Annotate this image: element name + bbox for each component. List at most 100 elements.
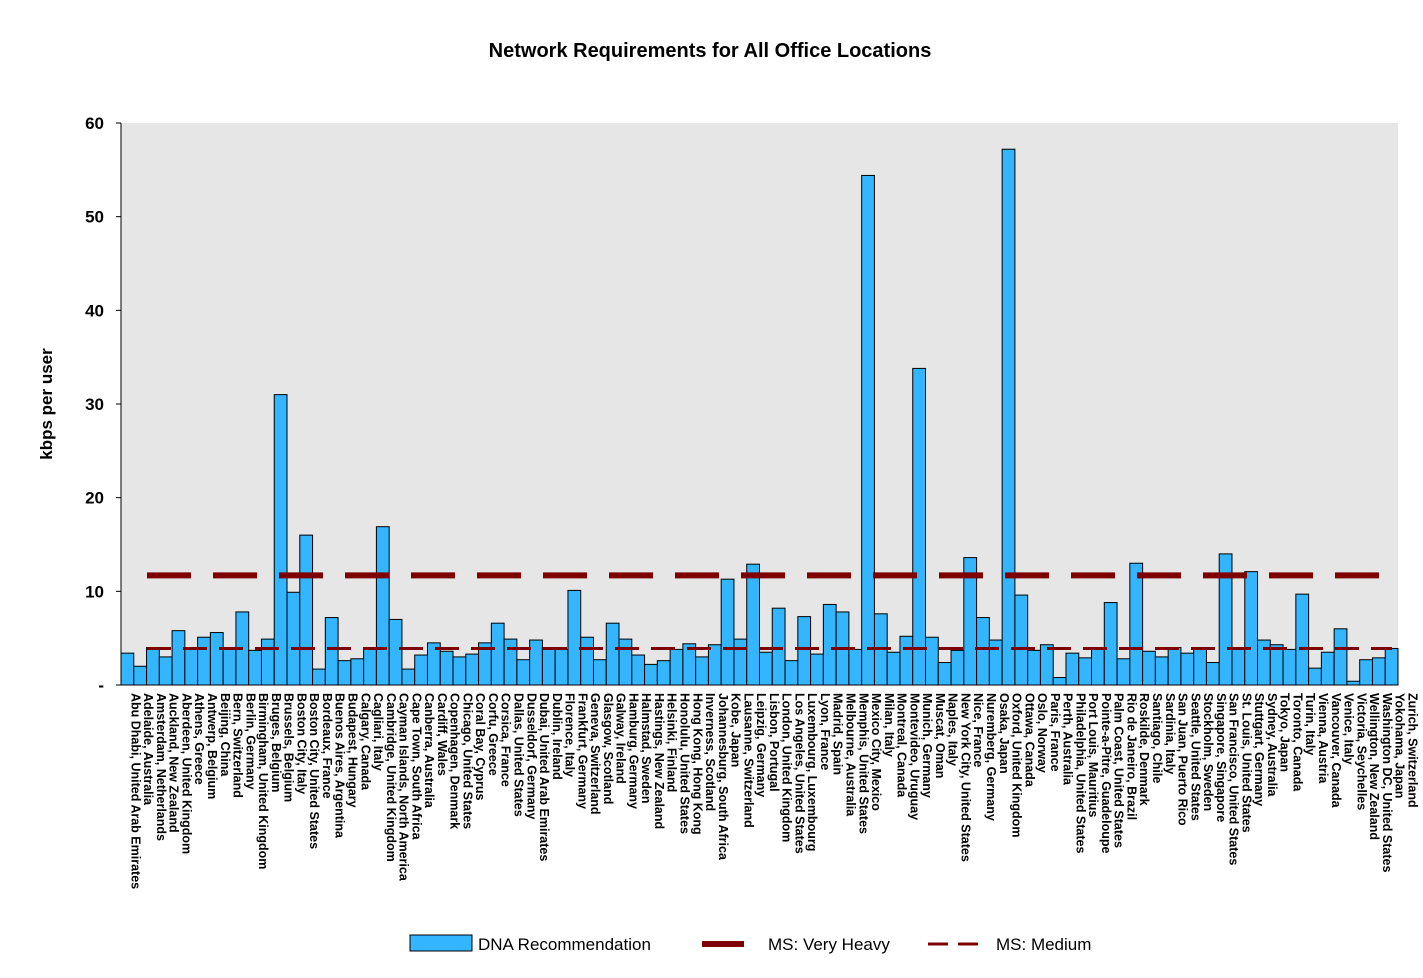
x-tick-label: Vienna, Austria — [1316, 693, 1330, 784]
x-tick-label: Galway, Ireland — [614, 693, 628, 784]
y-tick-label: 50 — [85, 208, 104, 227]
y-axis: - 10 20 30 40 50 60 — [85, 114, 122, 695]
x-tick-label: Oslo, Norway — [1035, 693, 1049, 773]
reference-lines — [147, 572, 1392, 650]
bar — [669, 648, 684, 686]
x-tick-label: Seattle, United States — [1188, 693, 1202, 821]
bar — [1371, 657, 1386, 686]
bar — [1052, 677, 1067, 686]
x-tick-label: Nuremberg, Germany — [984, 693, 998, 821]
x-tick-label: Auckland, New Zealand — [167, 693, 181, 833]
x-tick-label: San Juan, Puerto Rico — [1176, 693, 1190, 826]
bar — [1205, 662, 1220, 686]
bar — [618, 638, 633, 686]
x-tick-label: Lyon, France — [818, 693, 832, 770]
bar — [1257, 639, 1271, 686]
x-tick-label: Cagliari, Italy — [371, 693, 385, 771]
x-tick-label: Osaka, Japan — [997, 693, 1011, 774]
x-tick-label: Glasgow, Scotland — [601, 693, 615, 804]
bar — [1359, 659, 1373, 686]
x-tick-label: Cambridge, United Kingdom — [384, 693, 398, 862]
bar — [746, 563, 760, 686]
x-tick-label: Cayman Islands, North America — [397, 693, 411, 882]
x-tick-label: Frankfurt, Germany — [575, 693, 589, 809]
x-tick-label: Corfu, Greece — [486, 693, 500, 776]
bar — [158, 656, 173, 686]
x-tick-label: Hamburg, Germany — [626, 693, 640, 809]
bar — [1180, 652, 1195, 686]
bar — [707, 644, 722, 686]
x-tick-label: Antwerp, Belgium — [205, 693, 219, 799]
bar — [1039, 644, 1054, 686]
bar — [337, 660, 352, 686]
x-tick-label: Rio de Janeiro, Brazil — [1124, 693, 1138, 820]
bar — [861, 174, 875, 686]
x-tick-label: Bern, Switzerland — [231, 693, 245, 798]
bar — [171, 630, 186, 686]
y-tick-label: 60 — [85, 114, 104, 133]
x-tick-label: Canberra, Australia — [422, 693, 436, 809]
x-tick-label: Stockholm, Sweden — [1201, 693, 1215, 811]
bar — [516, 659, 531, 686]
x-tick-label: Milan, Italy — [882, 693, 896, 757]
x-tick-label: Boston City, United States — [307, 693, 321, 849]
x-tick-label: Hastings, New Zealand — [652, 693, 666, 829]
x-tick-label: Muscat, Oman — [933, 693, 947, 778]
x-tick-label: Boston City, Italy — [294, 693, 308, 794]
bar — [580, 636, 594, 686]
legend-label-dna: DNA Recommendation — [478, 935, 651, 954]
bar — [631, 654, 646, 686]
x-tick-label: Geneva, Switzerland — [588, 693, 602, 815]
bar — [1091, 647, 1105, 686]
x-tick-label: Beijing, China — [218, 693, 232, 777]
bar — [592, 659, 607, 686]
y-axis-label: kbps per user — [37, 348, 56, 460]
bar — [1116, 658, 1131, 686]
x-axis-labels: Abu Dhabi, United Arab EmiratesAdelaide,… — [128, 693, 1419, 889]
x-tick-label: Venice, Italy — [1342, 693, 1356, 765]
bar — [541, 647, 556, 686]
x-tick-label: Bordeaux, France — [320, 693, 334, 799]
bar — [1320, 651, 1335, 686]
bar — [720, 578, 735, 686]
bar — [1308, 667, 1322, 686]
x-tick-label: Oxford, United Kingdom — [1010, 693, 1024, 837]
x-tick-label: Buenos Aires, Argentina — [333, 693, 347, 839]
x-tick-label: Hong Kong, Hong Kong — [690, 693, 704, 835]
bar — [439, 650, 454, 686]
bar — [925, 636, 939, 686]
x-tick-label: Perth, Australia — [1061, 693, 1075, 786]
bar — [1001, 148, 1016, 686]
x-tick-label: Dallas, United States — [511, 693, 525, 817]
bar — [260, 638, 275, 686]
y-tick-label: - — [98, 676, 104, 695]
bar — [976, 617, 990, 686]
x-tick-label: Montevideo, Uruguay — [907, 693, 921, 820]
bar — [1333, 628, 1348, 686]
x-tick-label: Amsterdam, Netherlands — [154, 693, 168, 841]
bar — [1065, 652, 1080, 686]
legend-swatch-dna — [409, 934, 473, 952]
x-tick-label: Brussels, Belgium — [282, 693, 296, 802]
x-tick-label: Yokohama, Japan — [1393, 693, 1407, 798]
bar — [350, 658, 365, 686]
x-tick-label: Roskilde, Denmark — [1137, 693, 1151, 806]
bar — [567, 589, 582, 686]
bar — [222, 648, 237, 686]
x-tick-label: Memphis, United States — [856, 693, 870, 834]
bar — [886, 651, 901, 686]
bar — [273, 394, 288, 686]
bar — [644, 663, 658, 686]
x-tick-label: Helsinki, Finland — [665, 693, 679, 792]
x-tick-label: St. Louis, United States — [1239, 693, 1253, 833]
bar — [312, 668, 326, 686]
y-tick-label: 20 — [85, 489, 104, 508]
bar — [452, 656, 467, 686]
bar — [695, 656, 709, 686]
x-tick-label: Corsica, France — [499, 693, 513, 787]
bar — [184, 648, 199, 686]
x-tick-label: Palm Coast, United States — [1112, 693, 1126, 848]
x-tick-label: Melbourne, Australia — [844, 693, 858, 817]
x-tick-label: Dubai, United Arab Emirates — [537, 693, 551, 861]
